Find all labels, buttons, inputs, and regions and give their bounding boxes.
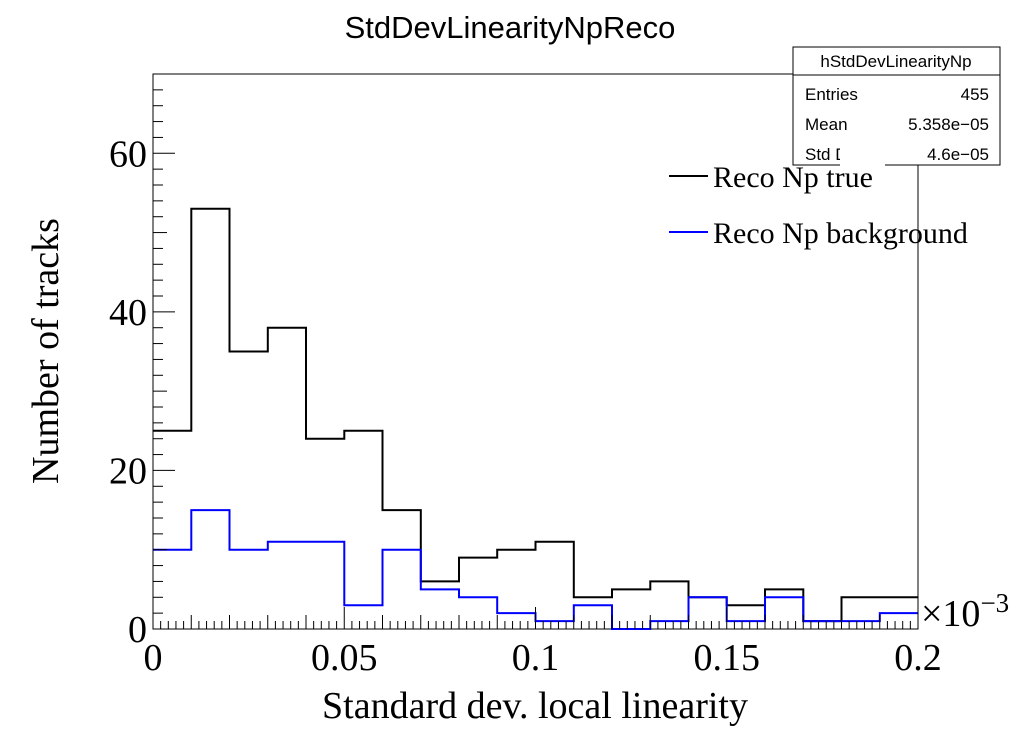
series-group: [153, 207, 918, 630]
x-tick-label: 0.05: [311, 637, 378, 679]
x-tick-label: 0.15: [694, 637, 761, 679]
chart-title: StdDevLinearityNpReco: [345, 10, 676, 45]
x-axis-exponent-power: −3: [980, 588, 1009, 618]
axis-group: 0 0.05 0.1 0.15 0.2 0 20 40 60: [109, 73, 942, 679]
legend-label-true: Reco Np true: [713, 161, 873, 194]
y-tick-label: 0: [128, 609, 147, 651]
y-tick-label: 20: [109, 450, 147, 492]
y-tick-label: 40: [109, 292, 147, 334]
stats-mean-value: 5.358e−05: [908, 115, 989, 134]
x-tick-label: 0.2: [894, 637, 942, 679]
stats-box: hStdDevLinearityNp Entries 455 Mean 5.35…: [792, 46, 1001, 166]
stats-entries-value: 455: [961, 85, 989, 104]
y-axis-title: Number of tracks: [25, 218, 67, 484]
stats-stddev-value: 4.6e−05: [927, 145, 989, 164]
stats-mean-label: Mean: [805, 115, 848, 134]
legend-overlap-mask: [840, 146, 885, 166]
series-line-0: [153, 207, 918, 623]
y-tick-label: 60: [109, 133, 147, 175]
legend-label-background: Reco Np background: [713, 217, 968, 250]
legend: Reco Np true Reco Np background: [669, 161, 968, 250]
stats-box-name: hStdDevLinearityNp: [820, 52, 971, 71]
x-axis-title: Standard dev. local linearity: [322, 685, 748, 727]
x-axis-exponent-base: ×10: [921, 593, 980, 635]
x-tick-label: 0.1: [512, 637, 560, 679]
stats-box-frame: [792, 46, 1001, 166]
x-tick-label: 0: [144, 637, 163, 679]
stats-entries-label: Entries: [805, 85, 858, 104]
x-axis-exponent: ×10−3: [921, 588, 1009, 635]
